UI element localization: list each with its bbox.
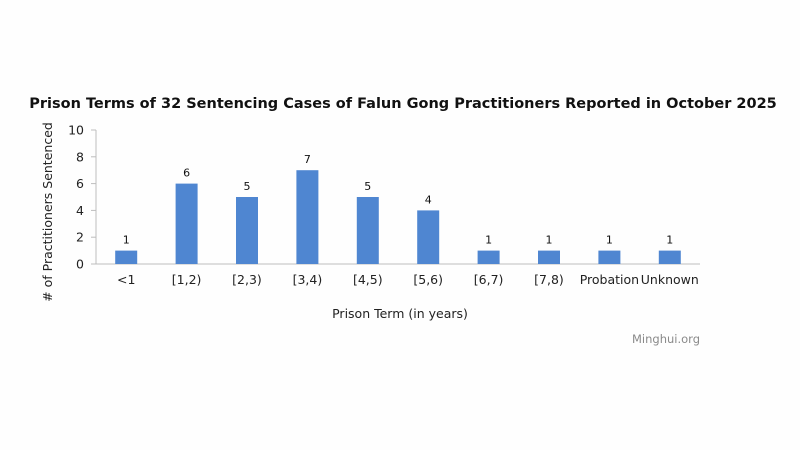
x-tick-label: [1,2) [172, 272, 202, 287]
bar-value-label: 7 [304, 153, 311, 166]
bar-value-label: 4 [425, 193, 432, 206]
bar [115, 250, 138, 264]
bar-value-label: 5 [244, 180, 251, 193]
y-tick-label: 4 [76, 203, 84, 218]
chart-title: Prison Terms of 32 Sentencing Cases of F… [29, 96, 777, 112]
bar [296, 170, 319, 264]
x-tick-label: [2,3) [232, 272, 262, 287]
x-tick-label: [6,7) [474, 272, 504, 287]
x-axis-title: Prison Term (in years) [332, 306, 468, 321]
y-tick-label: 8 [76, 149, 84, 164]
bar-value-label: 1 [123, 234, 130, 247]
bar [175, 183, 198, 264]
bar [538, 250, 560, 264]
x-tick-label: [3,4) [293, 272, 323, 287]
x-tick-label: [7,8) [534, 272, 564, 287]
bar [658, 250, 681, 264]
source-watermark: Minghui.org [632, 332, 700, 346]
y-tick-label: 6 [76, 176, 84, 191]
bar [417, 210, 440, 264]
y-axis-title: # of Practitioners Sentenced [40, 122, 55, 302]
bar-value-label: 1 [666, 234, 673, 247]
x-tick-label: Probation [580, 272, 639, 287]
chart-marks: 0 2 4 6 8 10 1 <1 6 [1,2) 5 [2,3) 7 [3,4) 5 [4,5) 4 [5,6)… [68, 123, 699, 288]
bar-value-label: 1 [546, 234, 553, 247]
x-tick-label: Unknown [641, 272, 699, 287]
bar-value-label: 6 [183, 167, 190, 180]
bar [598, 250, 621, 264]
y-tick-label: 10 [68, 123, 84, 138]
bar [356, 197, 379, 264]
bar-value-label: 1 [606, 234, 613, 247]
x-tick-label: <1 [117, 272, 135, 287]
bar-value-label: 1 [485, 234, 492, 247]
x-tick-label: [5,6) [413, 272, 443, 287]
bar [236, 197, 258, 264]
bar [477, 250, 500, 264]
y-tick-label: 2 [76, 230, 84, 245]
x-tick-label: [4,5) [353, 272, 383, 287]
bar-value-label: 5 [364, 180, 371, 193]
y-tick-label: 0 [76, 257, 84, 272]
